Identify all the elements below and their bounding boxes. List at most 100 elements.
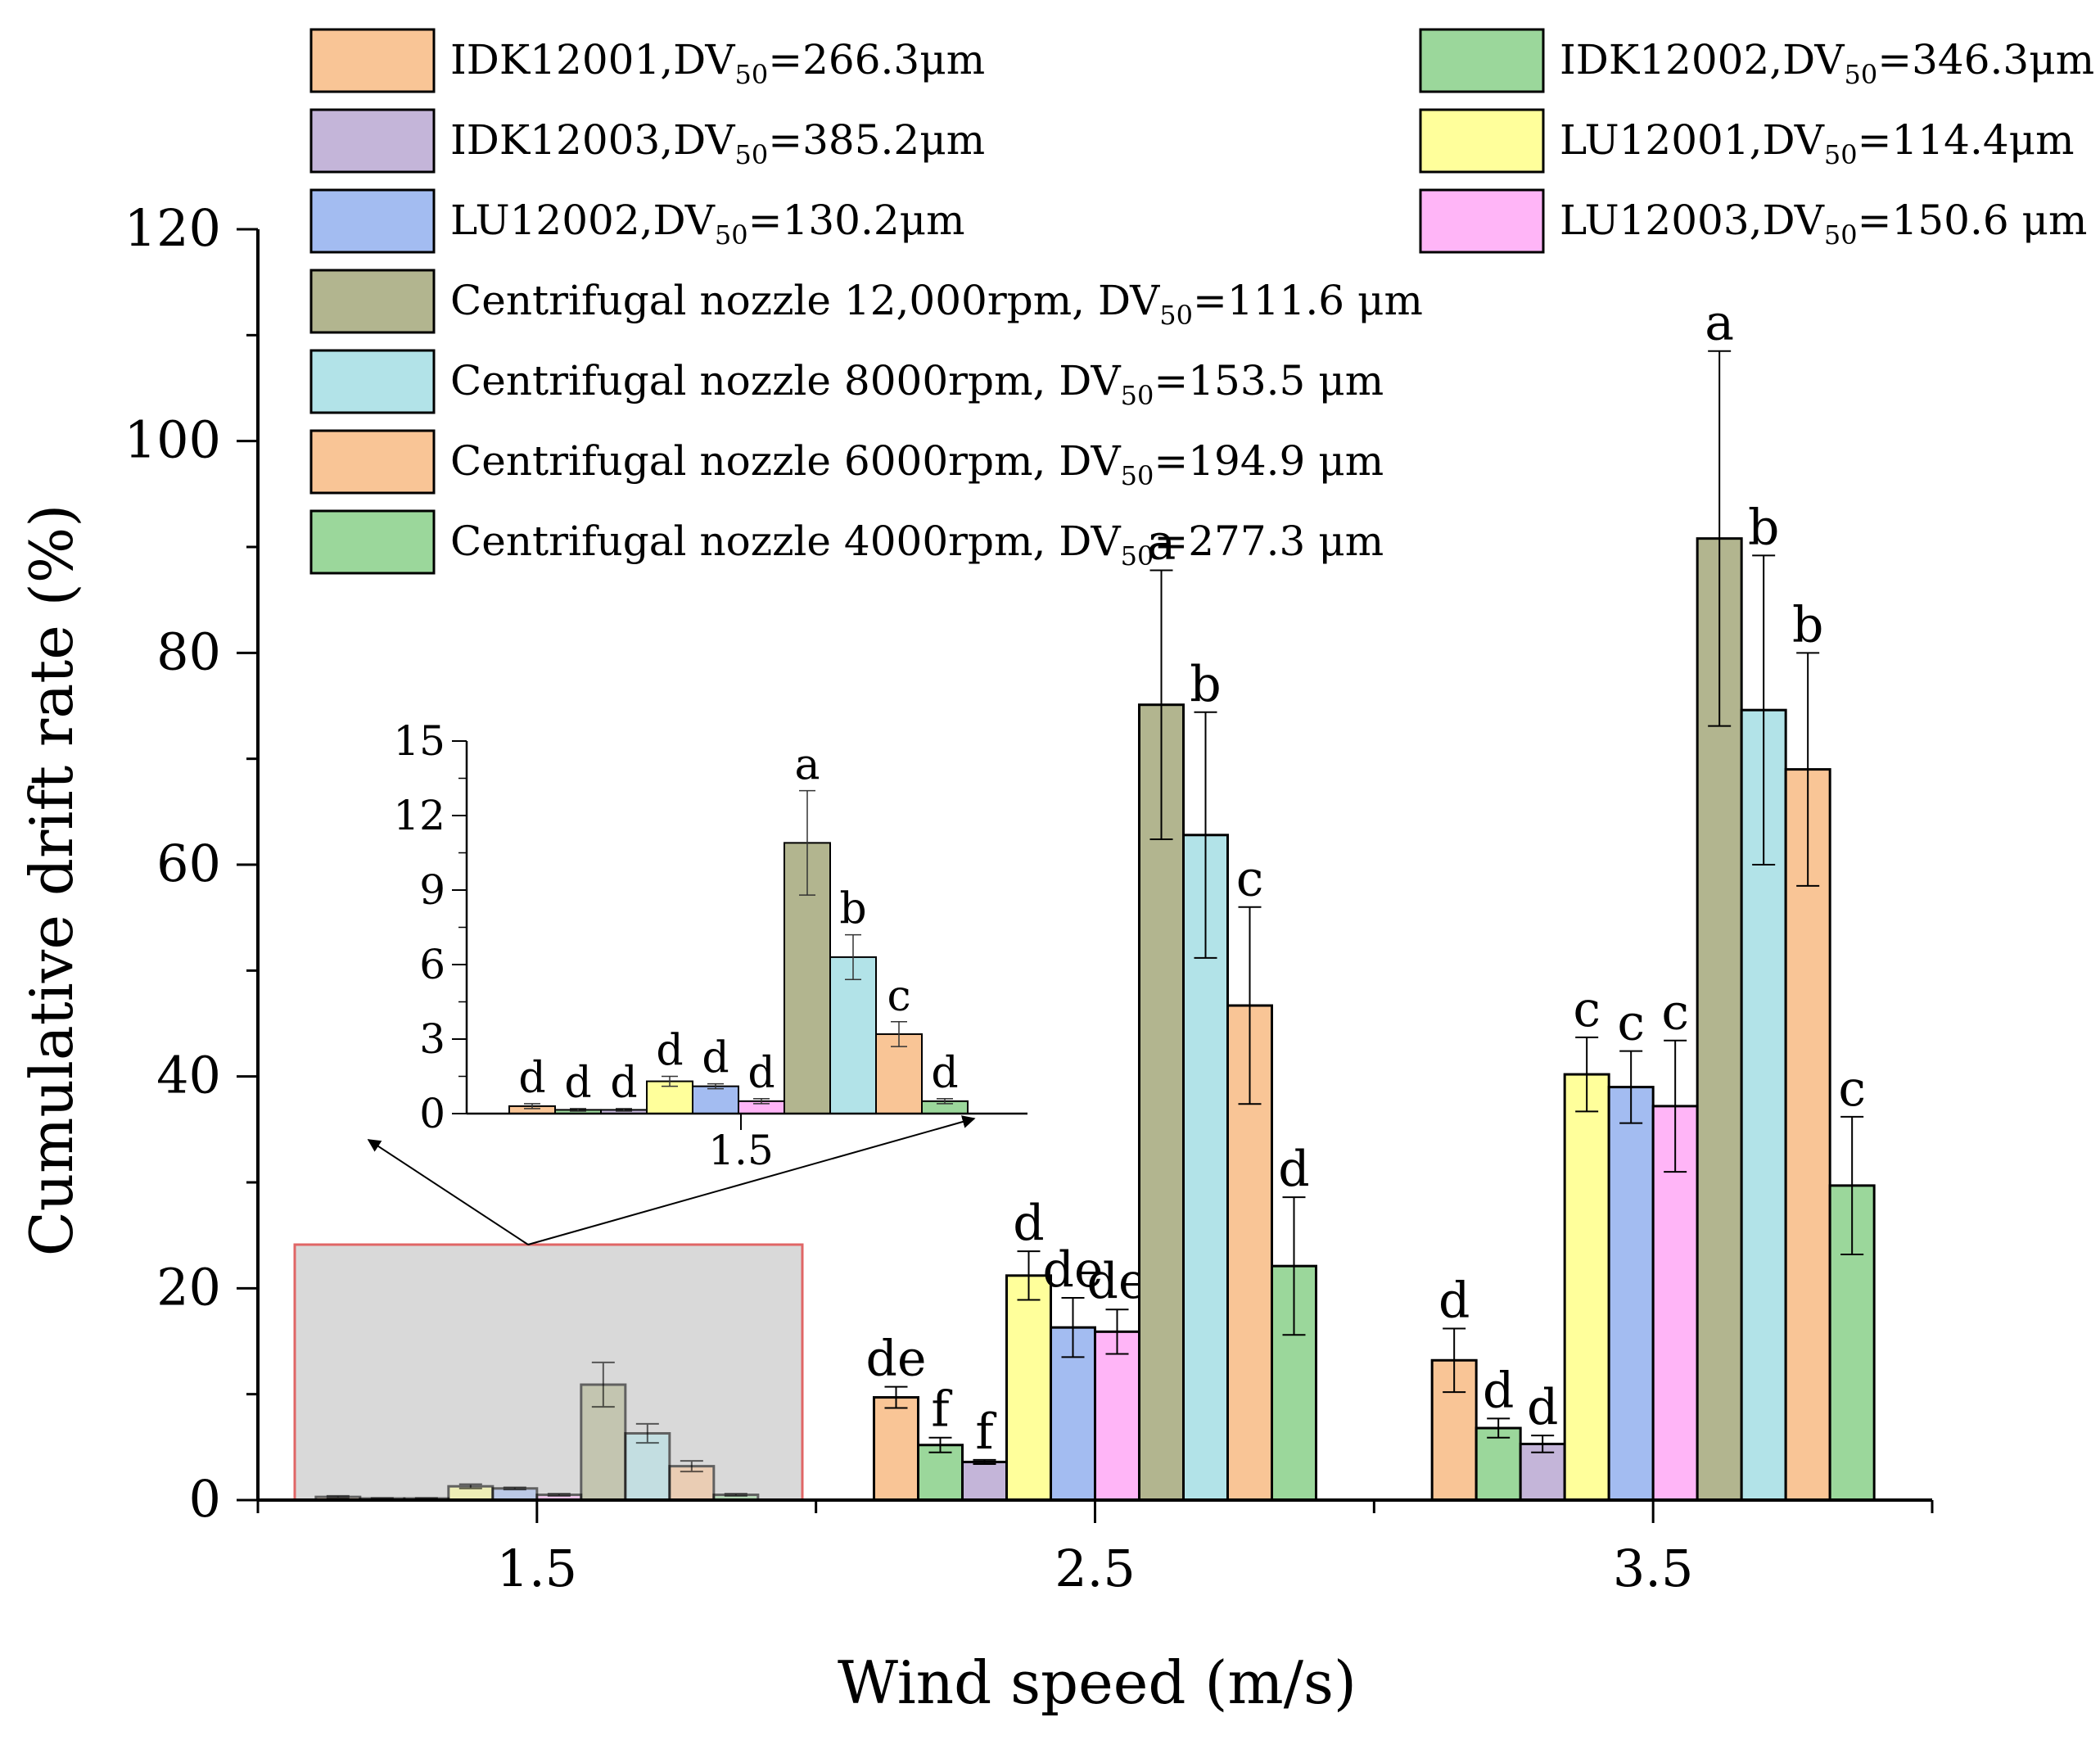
legend-label: Centrifugal nozzle 12,000rpm, DV50=111.6…: [450, 277, 1423, 331]
error-bar: [591, 1361, 615, 1408]
significance-letter: d: [1483, 1362, 1514, 1419]
legend-item: IDK12003,DV50=385.2μm: [309, 108, 985, 174]
legend-swatch: [309, 509, 436, 575]
significance-letter: d: [1278, 1141, 1309, 1198]
legend-swatch: [1419, 28, 1545, 93]
inset-y-tick-label: 6: [419, 941, 445, 988]
significance-letter: b: [1190, 656, 1221, 713]
error-bar: [1531, 1435, 1555, 1453]
bar-idk12003-2-3.5: [1519, 1442, 1566, 1502]
inset-error-bar: [707, 1082, 724, 1090]
inset-significance-letter: d: [747, 1049, 775, 1098]
error-bar: [724, 1493, 747, 1497]
legend-item: Centrifugal nozzle 4000rpm, DV50=277.3 μ…: [309, 509, 1384, 575]
inset-error-bar: [753, 1098, 770, 1105]
error-bar: [458, 1483, 482, 1489]
legend-label: LU12002,DV50=130.2μm: [450, 197, 965, 251]
legend-item: Centrifugal nozzle 12,000rpm, DV50=111.6…: [309, 269, 1423, 334]
y-tick-label: 80: [156, 621, 221, 681]
significance-letter: d: [1013, 1195, 1044, 1252]
x-tick-label: 1.5: [497, 1539, 578, 1598]
legend-item: IDK12001,DV50=266.3μm: [309, 28, 985, 93]
y-tick-label: 60: [156, 834, 221, 893]
x-tick-label: 3.5: [1613, 1539, 1694, 1598]
bar-centrifugal-8-1.5: [668, 1465, 716, 1502]
significance-letter: f: [931, 1381, 952, 1439]
legend-label: IDK12002,DV50=346.3μm: [1560, 36, 2094, 90]
legend-item: LU12003,DV50=150.6 μm: [1419, 188, 2087, 254]
significance-letter: b: [1792, 596, 1823, 653]
x-axis-title: Wind speed (m/s): [838, 1648, 1357, 1717]
error-bar: [1487, 1417, 1511, 1439]
inset-x-tick-label: 1.5: [708, 1127, 774, 1174]
error-bar: [928, 1436, 952, 1453]
significance-letter: a: [1147, 513, 1176, 571]
bar-idk12002-1-3.5: [1475, 1426, 1522, 1502]
error-bar: [1194, 711, 1217, 959]
error-bar: [1752, 554, 1776, 865]
error-bar: [680, 1460, 703, 1473]
inset-error-bar: [891, 1021, 907, 1047]
error-bar: [1238, 906, 1262, 1105]
inset-y-tick-label: 0: [419, 1090, 445, 1137]
error-bar: [1149, 569, 1173, 840]
inset-bar-4: [692, 1085, 739, 1114]
zoom-arrow-left: [367, 1139, 529, 1245]
legend-item: IDK12002,DV50=346.3μm: [1419, 28, 2094, 93]
significance-letter: de: [1043, 1241, 1104, 1299]
legend-item: Centrifugal nozzle 8000rpm, DV50=153.5 μ…: [309, 349, 1384, 414]
significance-letter: c: [1838, 1060, 1866, 1118]
error-bar: [326, 1494, 350, 1499]
x-tick-label: 2.5: [1055, 1539, 1136, 1598]
error-bar: [1708, 350, 1732, 727]
y-tick-label: 120: [124, 198, 221, 258]
y-tick-label: 40: [156, 1046, 221, 1105]
legend-swatch: [309, 349, 436, 414]
inset-error-bar: [524, 1103, 540, 1110]
inset-significance-letter: b: [839, 885, 866, 934]
y-tick-label: 0: [189, 1469, 221, 1529]
y-tick-label: 20: [156, 1257, 221, 1317]
y-axis-title: Cumulative drift rate (%): [17, 504, 86, 1257]
legend-label: LU12001,DV50=114.4μm: [1560, 116, 2075, 170]
error-bar: [1619, 1050, 1643, 1124]
error-bar: [1796, 652, 1820, 887]
error-bar: [1664, 1039, 1687, 1173]
error-bar: [884, 1385, 908, 1409]
error-bar: [1061, 1296, 1085, 1358]
legend-swatch: [309, 429, 436, 495]
legend-swatch: [309, 28, 436, 93]
error-bar: [503, 1486, 526, 1491]
inset-error-bar: [570, 1108, 586, 1112]
legend-label: Centrifugal nozzle 4000rpm, DV50=277.3 μ…: [450, 517, 1384, 572]
error-bar: [1017, 1250, 1041, 1301]
inset-error-bar: [616, 1108, 632, 1112]
inset-y-tick-label: 9: [419, 866, 445, 914]
legend-label: Centrifugal nozzle 6000rpm, DV50=194.9 μ…: [450, 437, 1384, 491]
inset-bar-7: [829, 956, 877, 1115]
error-bar: [1575, 1036, 1599, 1113]
legend: IDK12001,DV50=266.3μm IDK12003,DV50=385.2…: [309, 28, 2094, 575]
significance-letter: de: [1087, 1253, 1148, 1310]
significance-letter: a: [1705, 295, 1734, 352]
inset-significance-letter: a: [794, 741, 820, 790]
inset-significance-letter: d: [610, 1059, 637, 1108]
zoom-arrow-right: [527, 1115, 976, 1245]
inset-significance-letter: d: [564, 1059, 591, 1108]
error-bar: [1443, 1327, 1466, 1394]
legend-label: Centrifugal nozzle 8000rpm, DV50=153.5 μ…: [450, 357, 1384, 411]
zoom-region-box: [293, 1243, 804, 1502]
significance-letter: c: [1236, 851, 1264, 908]
significance-letter: c: [1573, 981, 1601, 1038]
error-bar: [1105, 1308, 1129, 1355]
inset-error-bar: [662, 1075, 678, 1087]
significance-letter: f: [975, 1403, 996, 1461]
error-bar: [547, 1493, 571, 1497]
bar-idk12002-1-2.5: [917, 1444, 964, 1502]
inset-significance-letter: c: [887, 972, 910, 1021]
bar-idk12003-2-2.5: [961, 1460, 1008, 1502]
error-bar: [1840, 1115, 1864, 1255]
legend-swatch: [1419, 188, 1545, 254]
